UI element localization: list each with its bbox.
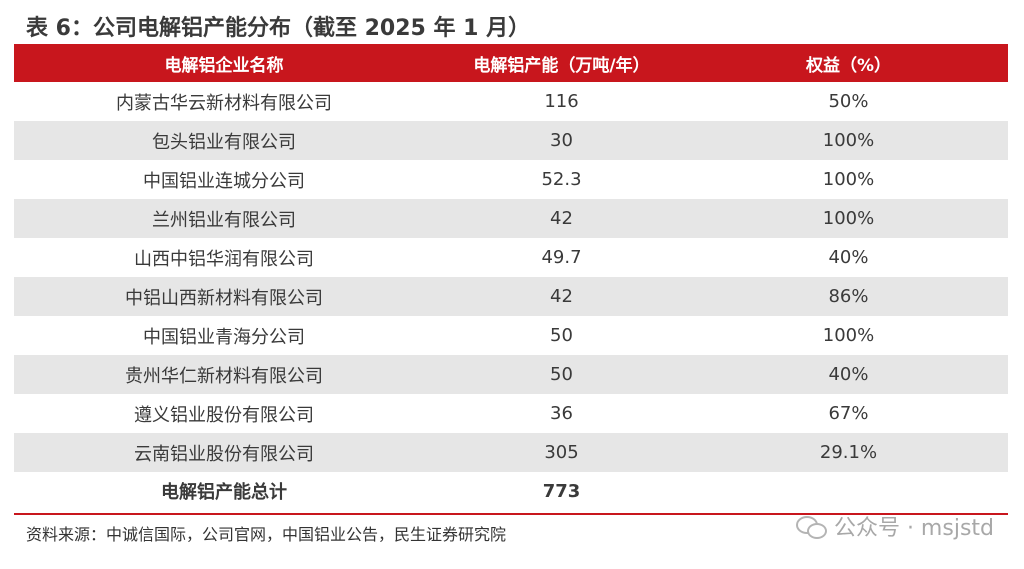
cell-capacity: 36 (550, 403, 573, 424)
total-capacity: 773 (542, 480, 581, 502)
cell-company: 中国铝业连城分公司 (143, 170, 305, 192)
cell-capacity: 52.3 (541, 169, 582, 190)
cell-equity: 50% (828, 91, 869, 112)
table-row: 中国铝业连城分公司 52.3 100% (14, 160, 1008, 199)
cell-company: 包头铝业有限公司 (152, 131, 296, 153)
cell-company: 山西中铝华润有限公司 (134, 248, 314, 270)
cell-capacity: 30 (550, 130, 573, 151)
table-row: 山西中铝华润有限公司 49.7 40% (14, 238, 1008, 277)
cell-equity: 40% (828, 247, 869, 268)
table-row: 遵义铝业股份有限公司 36 67% (14, 394, 1008, 433)
cell-company: 云南铝业股份有限公司 (134, 443, 314, 465)
cell-company: 贵州华仁新材料有限公司 (125, 365, 323, 387)
cell-capacity: 49.7 (541, 247, 582, 268)
total-row: 电解铝产能总计 773 (14, 472, 1008, 510)
table-row: 兰州铝业有限公司 42 100% (14, 199, 1008, 238)
watermark: 公众号 · msjstd (795, 510, 994, 542)
watermark-text: 公众号 · msjstd (833, 516, 994, 541)
cell-capacity: 50 (550, 364, 573, 385)
cell-equity: 100% (822, 208, 875, 229)
cell-equity: 86% (828, 286, 869, 307)
cell-equity: 67% (828, 403, 869, 424)
header-capacity: 电解铝产能（万吨/年） (473, 55, 650, 76)
table-title: 表 6：公司电解铝产能分布（截至 2025 年 1 月） (26, 16, 531, 41)
wechat-icon (795, 514, 827, 539)
cell-company: 遵义铝业股份有限公司 (134, 404, 314, 426)
cell-equity: 29.1% (819, 442, 878, 463)
cell-capacity: 116 (544, 91, 579, 112)
cell-company: 内蒙古华云新材料有限公司 (116, 92, 332, 114)
header-company: 电解铝企业名称 (164, 55, 284, 76)
header-equity: 权益（%） (805, 55, 892, 76)
table-row: 云南铝业股份有限公司 305 29.1% (14, 433, 1008, 472)
cell-company: 中国铝业青海分公司 (143, 326, 305, 348)
table-row: 贵州华仁新材料有限公司 50 40% (14, 355, 1008, 394)
cell-equity: 100% (822, 130, 875, 151)
cell-company: 兰州铝业有限公司 (152, 209, 296, 231)
table-row: 中铝山西新材料有限公司 42 86% (14, 277, 1008, 316)
cell-equity: 100% (822, 169, 875, 190)
cell-equity: 40% (828, 364, 869, 385)
table-row: 内蒙古华云新材料有限公司 116 50% (14, 82, 1008, 121)
capacity-table: 电解铝企业名称 电解铝产能（万吨/年） 权益（%） 内蒙古华云新材料有限公司 1… (14, 44, 1008, 510)
cell-company: 中铝山西新材料有限公司 (125, 287, 323, 309)
table-row: 包头铝业有限公司 30 100% (14, 121, 1008, 160)
cell-capacity: 50 (550, 325, 573, 346)
cell-capacity: 42 (550, 286, 573, 307)
cell-capacity: 42 (550, 208, 573, 229)
table-row: 中国铝业青海分公司 50 100% (14, 316, 1008, 355)
cell-equity: 100% (822, 325, 875, 346)
table-header: 电解铝企业名称 电解铝产能（万吨/年） 权益（%） (14, 44, 1008, 82)
source-note: 资料来源：中诚信国际，公司官网，中国铝业公告，民生证券研究院 (26, 525, 507, 544)
bottom-divider (14, 513, 1008, 515)
cell-capacity: 305 (544, 442, 579, 463)
total-label: 电解铝产能总计 (161, 482, 287, 503)
